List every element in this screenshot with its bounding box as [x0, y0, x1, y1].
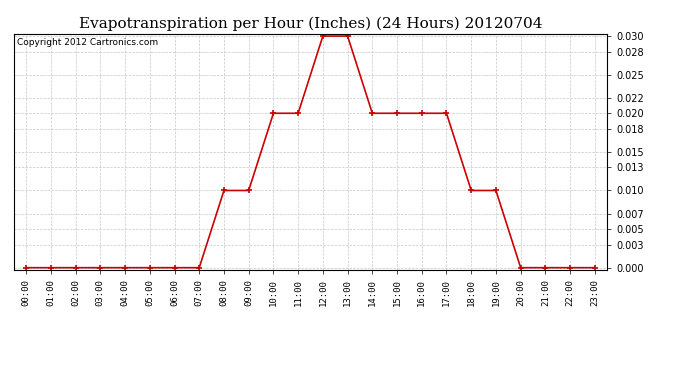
Text: Copyright 2012 Cartronics.com: Copyright 2012 Cartronics.com [17, 39, 158, 48]
Title: Evapotranspiration per Hour (Inches) (24 Hours) 20120704: Evapotranspiration per Hour (Inches) (24… [79, 17, 542, 31]
